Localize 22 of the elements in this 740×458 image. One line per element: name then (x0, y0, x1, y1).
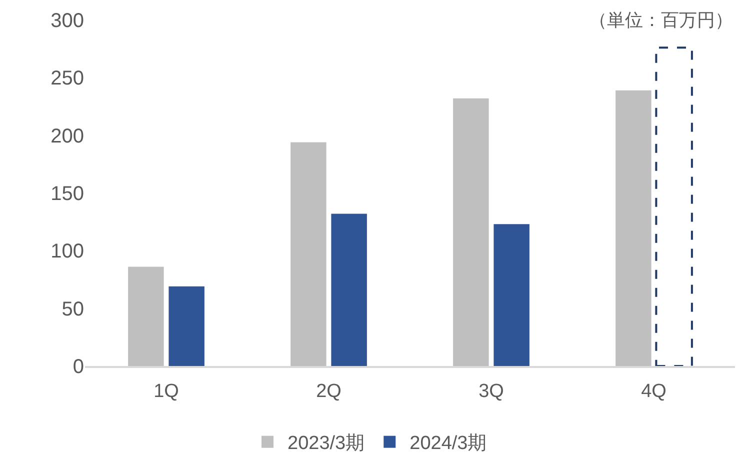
bar (616, 90, 652, 366)
bar (331, 214, 367, 366)
bar (290, 142, 326, 366)
legend-label: 2024/3期 (410, 433, 487, 454)
y-tick-label: 50 (62, 298, 84, 320)
annotation: （単位：百万円） (589, 10, 733, 30)
bar (128, 266, 164, 366)
y-tick-label: 200 (50, 125, 84, 148)
y-tick-label: 150 (50, 183, 84, 205)
y-tick-label: 0 (72, 356, 84, 378)
x-tick-label: 1Q (154, 380, 179, 402)
legend-label: 2023/3期 (288, 433, 365, 454)
x-tick-label: 3Q (478, 380, 504, 402)
y-tick-label: 300 (50, 10, 84, 32)
x-tick-label: 4Q (641, 380, 666, 402)
x-tick-label: 2Q (316, 380, 342, 402)
y-tick-label: 100 (50, 240, 84, 263)
bar (453, 98, 489, 366)
y-tick-label: 250 (50, 68, 84, 90)
bar (494, 224, 530, 366)
bar (168, 286, 204, 366)
bar (655, 46, 693, 366)
